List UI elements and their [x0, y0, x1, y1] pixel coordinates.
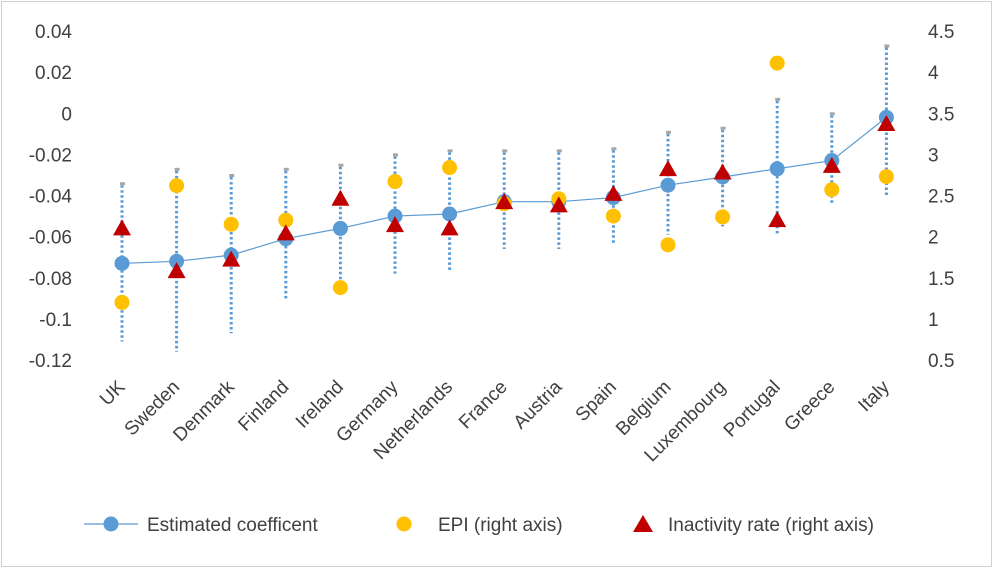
- epi-point: [605, 208, 621, 224]
- left-tick-label: -0.02: [29, 145, 72, 166]
- epi-point: [332, 280, 348, 296]
- epi-point: [114, 294, 130, 310]
- right-tick-label: 1: [928, 310, 939, 331]
- legend-coef-label: Estimated coefficent: [147, 515, 318, 536]
- category-label: Portugal: [720, 377, 785, 442]
- epi-point: [878, 169, 894, 185]
- category-label: Austria: [510, 376, 567, 433]
- epi-point: [169, 178, 185, 194]
- inactivity-point: [768, 211, 787, 228]
- inactivity-point: [604, 184, 623, 201]
- left-tick-label: 0: [61, 104, 72, 125]
- coef-point: [169, 253, 185, 269]
- legend: Estimated coefficent EPI (right axis) In…: [84, 515, 874, 536]
- legend-epi-label: EPI (right axis): [438, 515, 563, 536]
- ci-cap: [502, 149, 508, 153]
- legend-epi-marker: [396, 516, 412, 532]
- left-tick-label: -0.04: [29, 187, 73, 208]
- epi-point: [715, 209, 731, 225]
- category-label: Denmark: [169, 376, 239, 446]
- legend-inactivity-label: Inactivity rate (right axis): [668, 515, 874, 536]
- coef-point: [332, 220, 348, 236]
- left-tick-label: -0.08: [29, 269, 72, 290]
- right-tick-label: 2: [928, 228, 939, 249]
- left-tick-label: 0.04: [35, 22, 72, 43]
- inactivity-point: [276, 224, 295, 241]
- inactivity-point: [167, 262, 186, 279]
- category-label: Finland: [234, 377, 293, 436]
- markers: [113, 55, 896, 310]
- ci-cap: [720, 126, 726, 130]
- right-tick-label: 3: [928, 145, 939, 166]
- ci-cap: [611, 147, 617, 151]
- coef-point: [769, 161, 785, 177]
- legend-coef-marker: [103, 516, 119, 532]
- inactivity-point: [549, 196, 568, 213]
- ci-cap: [884, 44, 890, 48]
- ci-cap: [229, 173, 235, 177]
- coefficient-line: [121, 116, 887, 264]
- inactivity-point: [495, 193, 514, 210]
- inactivity-point: [331, 189, 350, 206]
- ci-cap: [775, 97, 781, 101]
- right-tick-label: 4: [928, 63, 939, 84]
- ci-cap: [556, 149, 562, 153]
- right-axis-ticks: 4.5 4 3.5 3 2.5 2 1.5 1 0.5: [928, 22, 954, 372]
- epi-point: [387, 174, 403, 190]
- epi-point: [442, 160, 458, 176]
- epi-point: [769, 55, 785, 71]
- category-label: UK: [96, 376, 130, 410]
- category-label: France: [455, 377, 512, 434]
- inactivity-point: [713, 163, 732, 180]
- ci-cap: [283, 167, 289, 171]
- category-label: Spain: [572, 377, 621, 426]
- inactivity-point: [659, 160, 677, 177]
- epi-point: [278, 212, 294, 228]
- left-tick-label: -0.06: [29, 228, 72, 249]
- coef-point: [387, 208, 403, 224]
- inactivity-point: [822, 156, 841, 173]
- legend-inactivity-marker: [633, 515, 653, 532]
- inactivity-point: [222, 250, 241, 267]
- left-tick-label: -0.1: [39, 310, 72, 331]
- ci-cap: [666, 130, 671, 134]
- ci-cap: [829, 112, 835, 116]
- right-tick-label: 1.5: [928, 269, 954, 290]
- ci-cap: [338, 163, 344, 167]
- epi-point: [824, 182, 840, 198]
- left-axis-ticks: 0.04 0.02 0 -0.02 -0.04 -0.06 -0.08 -0.1 -0.12: [29, 22, 73, 372]
- right-tick-label: 3.5: [928, 104, 954, 125]
- right-tick-label: 4.5: [928, 22, 954, 43]
- category-label: Greece: [780, 377, 839, 436]
- inactivity-point: [386, 216, 404, 233]
- left-tick-label: 0.02: [35, 63, 72, 84]
- ci-cap: [120, 182, 125, 186]
- right-tick-label: 0.5: [928, 351, 954, 372]
- inactivity-point: [113, 219, 131, 236]
- epi-point: [223, 216, 239, 232]
- epi-point: [660, 237, 676, 253]
- category-label: Italy: [854, 376, 894, 416]
- coefficient-polyline: [121, 116, 887, 264]
- ci-cap: [393, 153, 398, 157]
- coef-point: [114, 255, 130, 271]
- category-labels: UKSwedenDenmarkFinlandIrelandGermanyNeth…: [96, 376, 894, 466]
- right-tick-label: 2.5: [928, 187, 954, 208]
- ci-cap: [447, 149, 453, 153]
- coef-point: [442, 206, 458, 222]
- inactivity-point: [440, 219, 459, 236]
- left-tick-label: -0.12: [29, 351, 72, 372]
- ci-cap: [174, 167, 180, 171]
- inactivity-point: [877, 114, 896, 131]
- coef-point: [660, 177, 676, 193]
